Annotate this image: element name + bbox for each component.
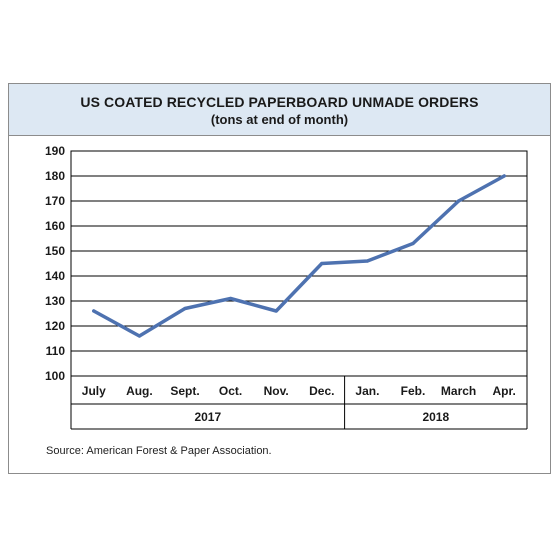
chart-title: US COATED RECYCLED PAPERBOARD UNMADE ORD… [80,94,479,110]
data-point [365,259,369,263]
data-point [92,309,96,313]
data-point [229,296,233,301]
data-point [183,306,187,311]
y-tick-label: 170 [45,194,65,208]
x-tick-label: March [441,384,476,398]
data-point [137,334,141,338]
y-tick-label: 110 [46,344,66,358]
data-point [320,261,324,266]
y-tick-label: 140 [45,269,65,283]
source-note: Source: American Forest & Paper Associat… [46,445,272,457]
data-point [457,199,461,203]
group-label: 2018 [422,410,449,424]
y-tick-label: 180 [45,169,65,183]
y-tick-label: 190 [45,144,65,158]
x-tick-label: Aug. [126,384,153,398]
data-point [274,309,278,313]
chart-title-band: US COATED RECYCLED PAPERBOARD UNMADE ORD… [9,84,550,136]
line-chart: 100 110 120 130 140 150 160 170 180 190 July Aug. Se… [45,144,528,430]
chart-figure: US COATED RECYCLED PAPERBOARD UNMADE ORD… [8,83,551,474]
x-tick-label: Jan. [355,384,379,398]
x-tick-label: Apr. [493,384,516,398]
y-tick-label: 120 [45,319,65,333]
y-tick-label: 150 [45,244,65,258]
chart-subtitle: (tons at end of month) [210,112,349,127]
x-tick-label: July [82,384,106,398]
plot-frame [70,150,528,377]
y-tick-label: 130 [45,294,65,308]
y-tick-label: 100 [45,369,65,383]
x-tick-label: Nov. [264,384,289,398]
series-line [92,174,506,338]
x-tick-label: Sept. [170,384,199,398]
x-tick-label: Oct. [219,384,242,398]
group-label: 2017 [194,410,221,424]
y-tick-label: 160 [45,219,65,233]
data-point [411,241,415,246]
data-point [502,174,506,178]
x-tick-label: Dec. [309,384,334,398]
x-tick-label: Feb. [401,384,426,398]
